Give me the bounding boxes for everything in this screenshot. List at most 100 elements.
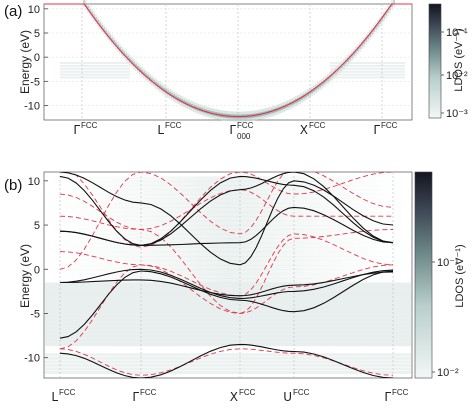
ldos-streak	[381, 14, 383, 25]
ldos-core	[149, 76, 151, 81]
ldos-core	[127, 55, 129, 60]
y-tick-label: 10	[28, 176, 40, 188]
band-line	[59, 343, 394, 378]
y-tick-label: -5	[30, 308, 40, 320]
panel-b-bands	[59, 172, 394, 378]
ldos-streak	[45, 294, 411, 299]
ldos-haze	[60, 67, 130, 70]
panel-b-x-ticks: L FCC Γ FCC X FCC U FCC Γ FCC	[51, 388, 408, 404]
ldos-haze	[60, 76, 130, 79]
ldos-core	[353, 51, 355, 56]
ldos-core	[109, 35, 111, 40]
ldos-streak	[365, 34, 367, 45]
ldos-streak	[385, 8, 387, 19]
ldos-core	[135, 64, 137, 69]
panel-b-colorbar	[414, 171, 433, 379]
ldos-core	[129, 57, 131, 62]
ldos-streak	[361, 39, 363, 50]
ldos-streak	[121, 46, 123, 57]
ldos-core	[89, 8, 91, 13]
kpoint-symbol: X	[230, 390, 238, 404]
kpoint-label: Γ FCC 000	[229, 121, 253, 141]
ldos-streak	[91, 8, 93, 19]
kpoint-subscript: 000	[237, 132, 251, 141]
ldos-streak	[45, 211, 411, 217]
ldos-core	[103, 27, 105, 32]
ldos-streak	[45, 298, 411, 303]
y-tick-label: -5	[30, 76, 40, 88]
ldos-streak	[45, 318, 411, 323]
ldos-streak	[45, 242, 411, 248]
ldos-core	[157, 83, 159, 88]
kpoint-symbol: Γ	[132, 390, 139, 404]
y-tick-label: 5	[34, 220, 40, 232]
ldos-streak	[45, 363, 411, 367]
kpoint-label: L FCC	[157, 121, 181, 137]
ldos-streak	[389, 2, 391, 13]
panel-a-ylabel: Energy (eV)	[18, 30, 32, 94]
ldos-streak	[111, 34, 113, 45]
ldos-streak	[45, 278, 411, 284]
kpoint-superscript: FCC	[239, 388, 256, 397]
kpoint-symbol: Γ	[384, 390, 391, 404]
ldos-streak	[45, 367, 411, 371]
y-tick-label: -10	[24, 101, 40, 113]
ldos-core	[113, 40, 115, 45]
ldos-core	[145, 73, 147, 78]
ldos-streak	[45, 360, 411, 364]
ldos-streak	[45, 233, 411, 239]
ldos-haze	[330, 67, 405, 70]
kpoint-superscript: FCC	[381, 121, 398, 130]
ldos-core	[99, 22, 101, 27]
kpoint-label: Γ FCC	[73, 121, 97, 137]
ldos-streak	[353, 48, 355, 59]
ldos-streak	[45, 273, 411, 279]
ldos-core	[85, 3, 87, 8]
ldos-core	[367, 35, 369, 40]
ldos-haze	[330, 73, 405, 76]
ldos-streak	[45, 302, 411, 307]
band-line	[59, 268, 394, 299]
kpoint-symbol: Γ	[373, 123, 380, 137]
ldos-streak	[367, 32, 369, 43]
ldos-core	[327, 76, 329, 81]
ldos-core	[379, 19, 381, 24]
ldos-core	[115, 42, 117, 47]
band-line	[60, 271, 394, 297]
ldos-core	[383, 14, 385, 19]
ldos-streak	[45, 370, 411, 374]
colorbar-tick-label: 10⁻²	[437, 367, 459, 379]
ldos-streak	[107, 29, 109, 40]
ldos-streak	[113, 37, 115, 48]
ldos-core	[351, 53, 353, 58]
ldos-core	[373, 27, 375, 32]
kpoint-symbol: X	[300, 123, 308, 137]
ldos-core	[393, 0, 395, 5]
kpoint-superscript: FCC	[293, 388, 310, 397]
ldos-streak	[45, 264, 411, 270]
ldos-haze	[60, 70, 130, 73]
ldos-streak	[371, 27, 373, 38]
ldos-core	[377, 22, 379, 27]
ldos-streak	[103, 24, 105, 35]
ldos-haze	[60, 64, 130, 67]
kpoint-label: X FCC	[300, 121, 326, 137]
ldos-core	[355, 49, 357, 54]
empty-lattice-band	[59, 264, 394, 350]
ldos-core	[131, 60, 133, 65]
empty-lattice-band	[59, 348, 394, 376]
ldos-core	[95, 17, 97, 22]
ldos-streak	[45, 216, 411, 222]
ldos-streak	[45, 290, 411, 295]
ldos-core	[93, 14, 95, 19]
band-line	[59, 206, 394, 246]
kpoint-label: U FCC	[283, 388, 309, 404]
ldos-core	[337, 67, 339, 72]
ldos-streak	[45, 247, 411, 253]
ldos-core	[171, 93, 173, 98]
panel-a-grid	[44, 4, 412, 120]
panel-a-label: (a)	[4, 3, 22, 20]
ldos-haze	[330, 64, 405, 67]
ldos-streak	[45, 220, 411, 226]
